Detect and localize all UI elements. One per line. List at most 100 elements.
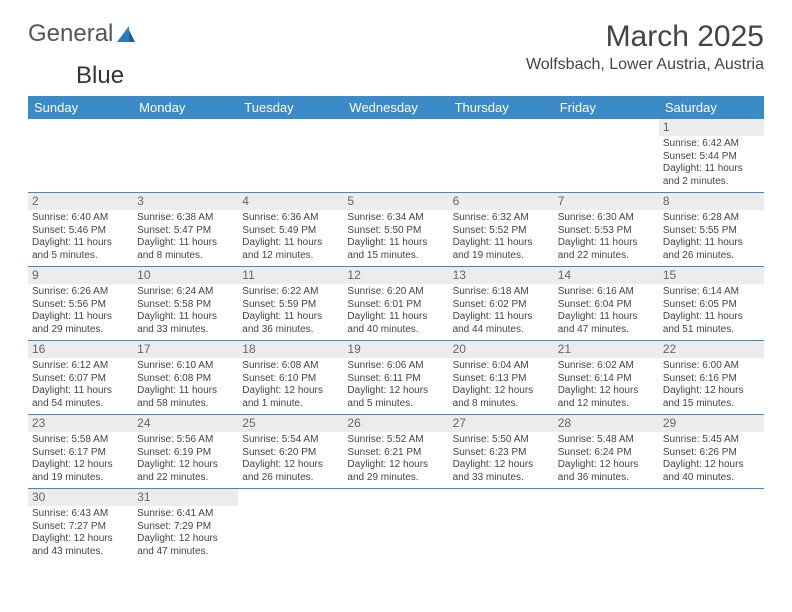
sunrise-line: Sunrise: 6:04 AM	[453, 360, 550, 373]
sunset-line: Sunset: 5:44 PM	[663, 151, 760, 164]
daylight-line: Daylight: 11 hours and 2 minutes.	[663, 163, 760, 188]
calendar-day-cell: 6Sunrise: 6:32 AMSunset: 5:52 PMDaylight…	[449, 193, 554, 267]
sunrise-line: Sunrise: 6:02 AM	[558, 360, 655, 373]
sunrise-line: Sunrise: 5:48 AM	[558, 434, 655, 447]
day-number: 23	[28, 415, 133, 432]
day-number: 22	[659, 341, 764, 358]
daylight-line: Daylight: 12 hours and 1 minute.	[242, 385, 339, 410]
sunrise-line: Sunrise: 6:20 AM	[347, 286, 444, 299]
sunrise-line: Sunrise: 6:40 AM	[32, 212, 129, 225]
day-number: 1	[659, 119, 764, 136]
day-number: 19	[343, 341, 448, 358]
logo-sail-icon	[115, 24, 137, 44]
calendar-empty-cell	[449, 119, 554, 193]
sunset-line: Sunset: 6:19 PM	[137, 447, 234, 460]
day-number: 17	[133, 341, 238, 358]
daylight-line: Daylight: 11 hours and 5 minutes.	[32, 237, 129, 262]
day-number: 29	[659, 415, 764, 432]
calendar-day-cell: 31Sunrise: 6:41 AMSunset: 7:29 PMDayligh…	[133, 489, 238, 563]
calendar-day-cell: 3Sunrise: 6:38 AMSunset: 5:47 PMDaylight…	[133, 193, 238, 267]
calendar-day-cell: 30Sunrise: 6:43 AMSunset: 7:27 PMDayligh…	[28, 489, 133, 563]
sunrise-line: Sunrise: 6:42 AM	[663, 138, 760, 151]
day-number: 28	[554, 415, 659, 432]
daylight-line: Daylight: 11 hours and 29 minutes.	[32, 311, 129, 336]
day-of-week-header: Friday	[554, 96, 659, 119]
calendar-empty-cell	[238, 119, 343, 193]
sunrise-line: Sunrise: 5:56 AM	[137, 434, 234, 447]
day-number: 9	[28, 267, 133, 284]
daylight-line: Daylight: 12 hours and 43 minutes.	[32, 533, 129, 558]
daylight-line: Daylight: 12 hours and 8 minutes.	[453, 385, 550, 410]
sunrise-line: Sunrise: 6:06 AM	[347, 360, 444, 373]
calendar-day-cell: 2Sunrise: 6:40 AMSunset: 5:46 PMDaylight…	[28, 193, 133, 267]
sunrise-line: Sunrise: 6:16 AM	[558, 286, 655, 299]
sunrise-line: Sunrise: 6:34 AM	[347, 212, 444, 225]
calendar-day-cell: 16Sunrise: 6:12 AMSunset: 6:07 PMDayligh…	[28, 341, 133, 415]
calendar-day-cell: 22Sunrise: 6:00 AMSunset: 6:16 PMDayligh…	[659, 341, 764, 415]
sunrise-line: Sunrise: 5:45 AM	[663, 434, 760, 447]
daylight-line: Daylight: 11 hours and 8 minutes.	[137, 237, 234, 262]
day-number: 11	[238, 267, 343, 284]
day-number: 13	[449, 267, 554, 284]
sunset-line: Sunset: 7:29 PM	[137, 521, 234, 534]
sunrise-line: Sunrise: 5:50 AM	[453, 434, 550, 447]
day-number: 30	[28, 489, 133, 506]
calendar-day-cell: 5Sunrise: 6:34 AMSunset: 5:50 PMDaylight…	[343, 193, 448, 267]
calendar-empty-cell	[238, 489, 343, 563]
sunrise-line: Sunrise: 6:22 AM	[242, 286, 339, 299]
day-number: 24	[133, 415, 238, 432]
day-number: 25	[238, 415, 343, 432]
calendar-day-cell: 15Sunrise: 6:14 AMSunset: 6:05 PMDayligh…	[659, 267, 764, 341]
sunset-line: Sunset: 5:53 PM	[558, 225, 655, 238]
calendar-week-row: 9Sunrise: 6:26 AMSunset: 5:56 PMDaylight…	[28, 267, 764, 341]
calendar-body: 1Sunrise: 6:42 AMSunset: 5:44 PMDaylight…	[28, 119, 764, 562]
sunset-line: Sunset: 6:13 PM	[453, 373, 550, 386]
day-number: 14	[554, 267, 659, 284]
calendar-week-row: 16Sunrise: 6:12 AMSunset: 6:07 PMDayligh…	[28, 341, 764, 415]
sunrise-line: Sunrise: 6:36 AM	[242, 212, 339, 225]
sunset-line: Sunset: 6:02 PM	[453, 299, 550, 312]
sunset-line: Sunset: 6:14 PM	[558, 373, 655, 386]
daylight-line: Daylight: 11 hours and 15 minutes.	[347, 237, 444, 262]
sunset-line: Sunset: 6:01 PM	[347, 299, 444, 312]
day-of-week-header: Thursday	[449, 96, 554, 119]
sunset-line: Sunset: 6:11 PM	[347, 373, 444, 386]
daylight-line: Daylight: 11 hours and 40 minutes.	[347, 311, 444, 336]
daylight-line: Daylight: 12 hours and 40 minutes.	[663, 459, 760, 484]
daylight-line: Daylight: 12 hours and 5 minutes.	[347, 385, 444, 410]
daylight-line: Daylight: 12 hours and 33 minutes.	[453, 459, 550, 484]
day-number: 27	[449, 415, 554, 432]
day-number: 2	[28, 193, 133, 210]
calendar-empty-cell	[343, 119, 448, 193]
sunrise-line: Sunrise: 6:30 AM	[558, 212, 655, 225]
sunset-line: Sunset: 6:21 PM	[347, 447, 444, 460]
calendar-day-cell: 24Sunrise: 5:56 AMSunset: 6:19 PMDayligh…	[133, 415, 238, 489]
calendar-day-cell: 29Sunrise: 5:45 AMSunset: 6:26 PMDayligh…	[659, 415, 764, 489]
day-number: 20	[449, 341, 554, 358]
day-number: 12	[343, 267, 448, 284]
day-of-week-header: Saturday	[659, 96, 764, 119]
daylight-line: Daylight: 12 hours and 26 minutes.	[242, 459, 339, 484]
sunset-line: Sunset: 5:49 PM	[242, 225, 339, 238]
daylight-line: Daylight: 11 hours and 33 minutes.	[137, 311, 234, 336]
calendar-week-row: 30Sunrise: 6:43 AMSunset: 7:27 PMDayligh…	[28, 489, 764, 563]
sunset-line: Sunset: 5:59 PM	[242, 299, 339, 312]
sunrise-line: Sunrise: 6:18 AM	[453, 286, 550, 299]
daylight-line: Daylight: 11 hours and 58 minutes.	[137, 385, 234, 410]
sunrise-line: Sunrise: 6:14 AM	[663, 286, 760, 299]
calendar-day-cell: 21Sunrise: 6:02 AMSunset: 6:14 PMDayligh…	[554, 341, 659, 415]
calendar-empty-cell	[133, 119, 238, 193]
daylight-line: Daylight: 11 hours and 54 minutes.	[32, 385, 129, 410]
sunrise-line: Sunrise: 6:10 AM	[137, 360, 234, 373]
daylight-line: Daylight: 12 hours and 19 minutes.	[32, 459, 129, 484]
daylight-line: Daylight: 11 hours and 22 minutes.	[558, 237, 655, 262]
day-number: 31	[133, 489, 238, 506]
calendar-day-cell: 25Sunrise: 5:54 AMSunset: 6:20 PMDayligh…	[238, 415, 343, 489]
calendar-day-cell: 12 Sunrise: 6:20 AMSunset: 6:01 PMDayligh…	[343, 267, 448, 341]
day-of-week-header: Monday	[133, 96, 238, 119]
daylight-line: Daylight: 12 hours and 15 minutes.	[663, 385, 760, 410]
logo-word-1: General	[28, 20, 113, 48]
calendar-day-cell: 13Sunrise: 6:18 AMSunset: 6:02 PMDayligh…	[449, 267, 554, 341]
daylight-line: Daylight: 12 hours and 36 minutes.	[558, 459, 655, 484]
day-number: 4	[238, 193, 343, 210]
